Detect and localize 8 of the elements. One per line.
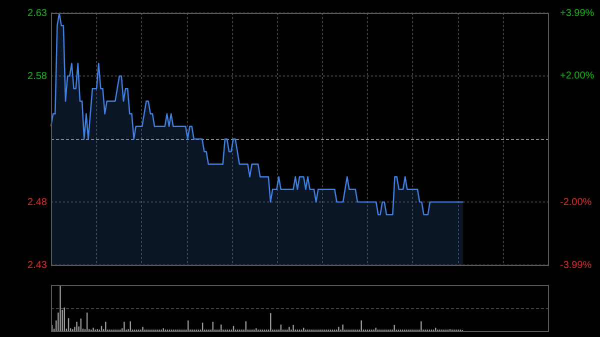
y-tick-label: 2.63 bbox=[28, 8, 48, 19]
y2-tick-label: +2.00% bbox=[560, 70, 594, 82]
y-tick-label: 2.43 bbox=[28, 260, 48, 271]
y2-tick-label: -2.00% bbox=[560, 196, 592, 208]
y-tick-label: 2.48 bbox=[28, 196, 48, 208]
y2-tick-label: +3.99% bbox=[560, 8, 594, 19]
y2-tick-label: -3.99% bbox=[560, 260, 592, 271]
y-tick-label: 2.58 bbox=[28, 70, 48, 82]
